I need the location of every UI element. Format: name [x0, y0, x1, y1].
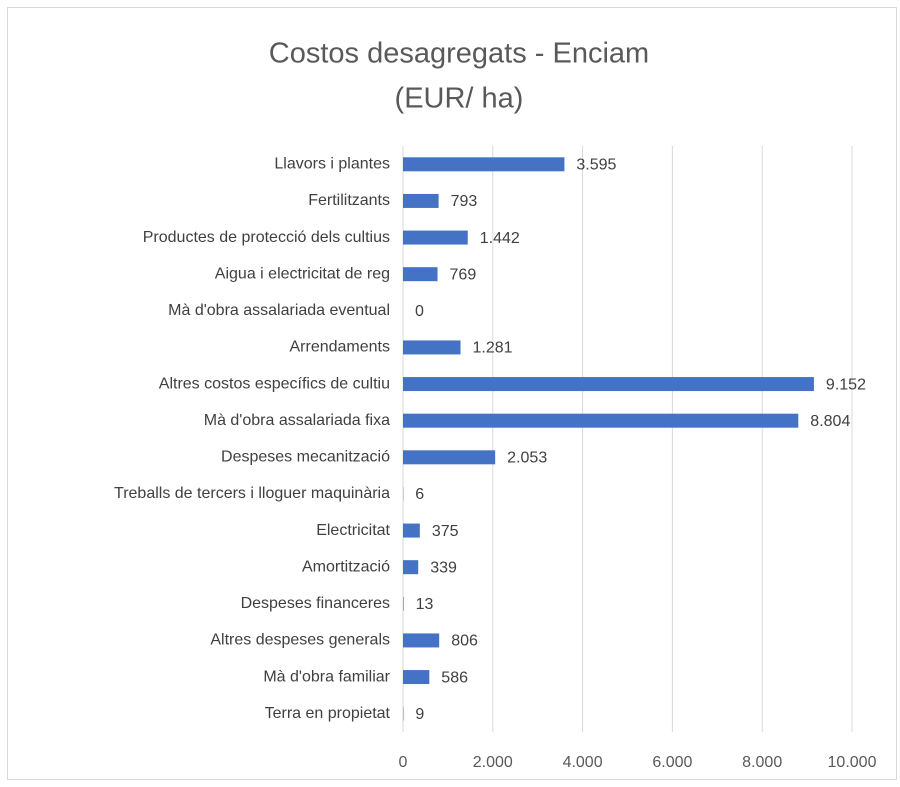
y-tick-label: Llavors i plantes: [274, 156, 390, 173]
chart-border: [7, 7, 897, 780]
bar: [403, 596, 404, 611]
bar: [403, 340, 461, 355]
x-tick-label: 0: [399, 754, 408, 771]
x-tick-label: 6.000: [652, 754, 692, 771]
data-label: 1.442: [480, 230, 520, 247]
bar: [403, 413, 799, 428]
data-label: 375: [432, 523, 459, 540]
y-tick-label: Treballs de tercers i lloguer maquinària: [114, 485, 390, 502]
data-label: 806: [451, 633, 478, 650]
bar: [403, 560, 419, 575]
x-tick-label: 2.000: [473, 754, 513, 771]
x-tick-label: 8.000: [742, 754, 782, 771]
bar: [403, 193, 439, 208]
data-label: 9: [415, 706, 424, 723]
y-tick-label: Altres despeses generals: [210, 632, 390, 649]
y-tick-label: Mà d'obra assalariada fixa: [204, 412, 390, 429]
data-label: 339: [430, 559, 457, 576]
y-tick-label: Terra en propietat: [265, 705, 391, 722]
data-label: 13: [416, 596, 434, 613]
data-label: 8.804: [810, 413, 850, 430]
y-tick-label: Aigua i electricitat de reg: [215, 265, 390, 282]
data-label: 1.281: [473, 340, 513, 357]
chart-title: Costos desagregats - Enciam: [269, 38, 649, 70]
bar: [403, 230, 468, 245]
x-tick-label: 4.000: [563, 754, 603, 771]
y-tick-label: Fertilitzants: [308, 192, 390, 209]
data-label: 586: [441, 669, 468, 686]
y-tick-label: Mà d'obra assalariada eventual: [168, 302, 390, 319]
data-label: 769: [450, 266, 477, 283]
y-tick-label: Amortització: [302, 558, 390, 575]
x-tick-label: 10.000: [828, 754, 877, 771]
data-label: 2.053: [507, 450, 547, 467]
bar: [403, 267, 438, 282]
bar: [403, 157, 565, 172]
bar: [403, 377, 814, 392]
y-tick-label: Despeses financeres: [241, 595, 390, 612]
data-label: 9.152: [826, 376, 866, 393]
bar: [403, 450, 496, 465]
data-label: 0: [415, 303, 424, 320]
y-tick-label: Mà d'obra familiar: [263, 668, 390, 685]
bar: [403, 633, 440, 648]
data-label: 793: [451, 193, 478, 210]
y-tick-label: Altres costos específics de cultiu: [159, 375, 390, 392]
chart-subtitle: (EUR/ ha): [395, 83, 524, 115]
y-tick-label: Electricitat: [316, 522, 390, 539]
y-tick-label: Arrendaments: [290, 339, 391, 356]
data-label: 3.595: [576, 157, 616, 174]
bar: [403, 523, 420, 538]
y-tick-label: Despeses mecanització: [221, 449, 390, 466]
bar: [403, 670, 430, 685]
y-tick-label: Productes de protecció dels cultius: [143, 229, 390, 246]
data-label: 6: [415, 486, 424, 503]
